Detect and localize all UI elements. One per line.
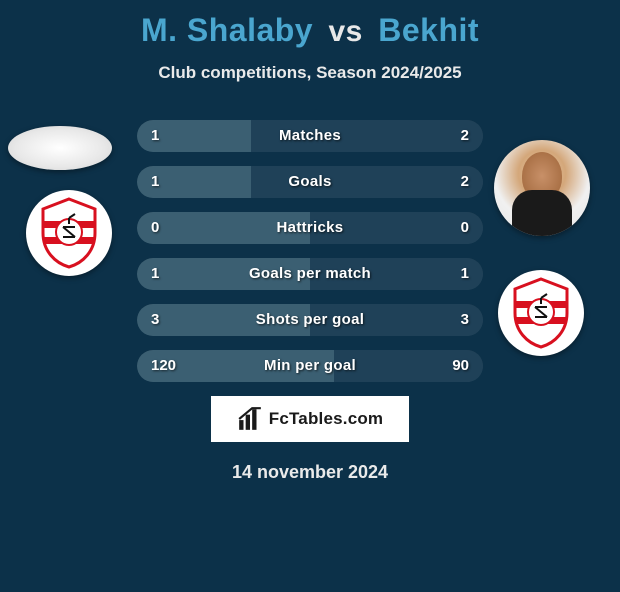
player2-name: Bekhit <box>378 12 479 48</box>
stat-label: Goals per match <box>137 258 483 290</box>
brand-text: FcTables.com <box>269 409 384 429</box>
stat-row: 33Shots per goal <box>137 304 483 336</box>
stat-label: Min per goal <box>137 350 483 382</box>
fctables-logo-icon <box>237 406 263 432</box>
stat-row: 12090Min per goal <box>137 350 483 382</box>
player1-name: M. Shalaby <box>141 12 313 48</box>
stat-label: Matches <box>137 120 483 152</box>
stat-label: Hattricks <box>137 212 483 244</box>
stat-rows: 12Matches 12Goals 00Hattricks 11Goals per m… <box>137 120 483 382</box>
stat-row: 00Hattricks <box>137 212 483 244</box>
stat-label: Shots per goal <box>137 304 483 336</box>
stat-row: 11Goals per match <box>137 258 483 290</box>
stat-label: Goals <box>137 166 483 198</box>
comparison-title: M. Shalaby vs Bekhit <box>0 12 620 49</box>
brand-badge: FcTables.com <box>211 396 409 442</box>
date-label: 14 november 2024 <box>0 462 620 483</box>
stat-row: 12Goals <box>137 166 483 198</box>
stat-row: 12Matches <box>137 120 483 152</box>
subtitle: Club competitions, Season 2024/2025 <box>0 63 620 83</box>
vs-label: vs <box>328 15 362 48</box>
stats-section: 12Matches 12Goals 00Hattricks 11Goals per m… <box>0 120 620 483</box>
